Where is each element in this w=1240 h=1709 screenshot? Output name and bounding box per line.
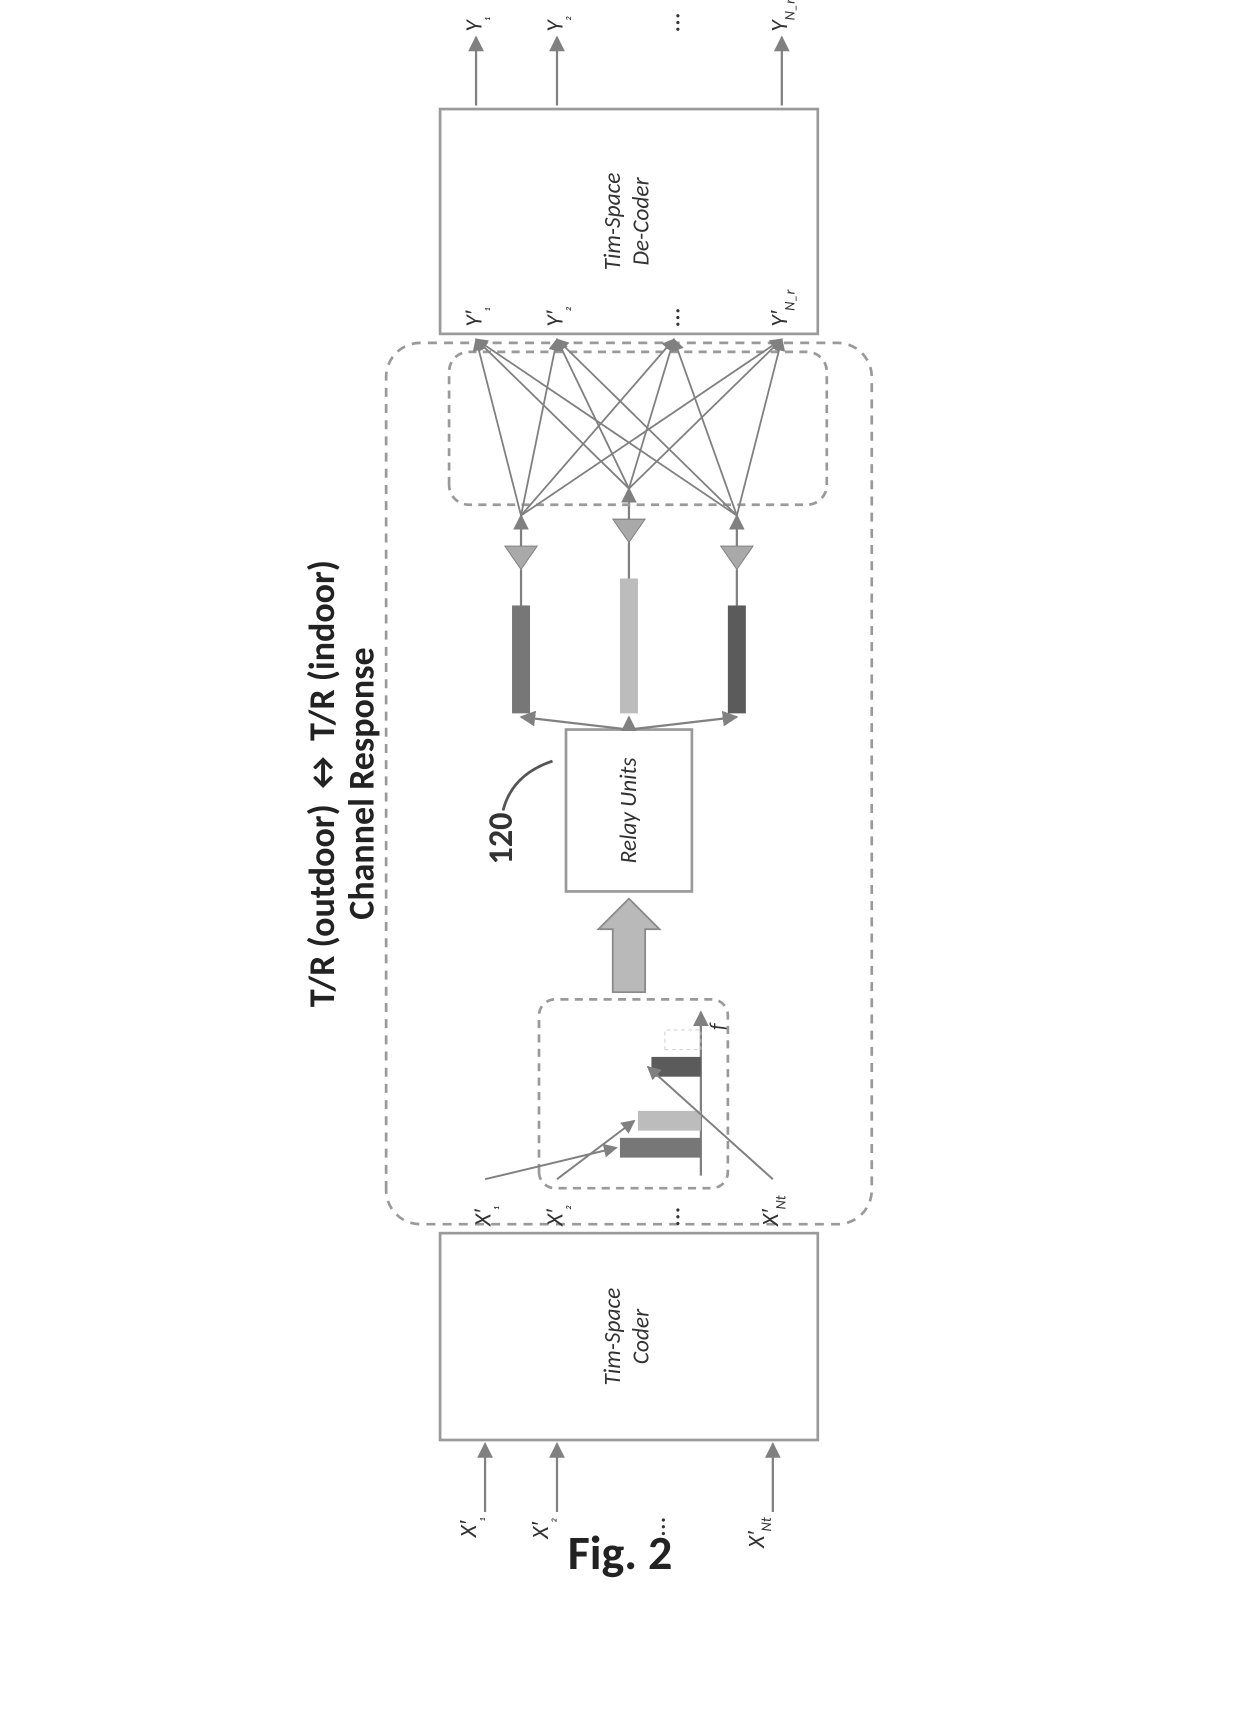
reference-number: 120 <box>480 813 522 865</box>
reference-pointer <box>503 761 552 810</box>
signal-label: Y₁ <box>460 16 492 31</box>
ellipsis: … <box>654 308 687 327</box>
cross-arrow <box>521 339 557 515</box>
signal-label: X′₁ <box>455 1517 487 1539</box>
relay-bar <box>512 605 530 713</box>
scatter-region <box>449 352 827 505</box>
signal-label: X′Nt <box>757 1195 789 1227</box>
antenna-icon <box>721 546 753 569</box>
cross-arrow <box>557 339 737 515</box>
antenna-icon <box>505 546 537 569</box>
channel-caption-line1: T/R (outdoor) ↔ T/R (indoor) <box>300 560 344 1007</box>
relay-to-bar-arrow <box>629 717 737 730</box>
decoder-label-2: De-Coder <box>628 176 656 265</box>
spectrum-bar <box>638 1111 701 1131</box>
coder-label-1: Tim-Space <box>599 1288 627 1386</box>
decoder-label-1: Tim-Space <box>599 173 627 271</box>
ellipsis: … <box>654 13 687 32</box>
signal-label: X′₂ <box>541 1205 573 1227</box>
antenna-icon <box>613 519 645 542</box>
spectrum-bar <box>651 1057 700 1077</box>
freq-axis-label: f <box>703 1022 730 1030</box>
coder-output-signals: X′₁ X′₂ … X′Nt <box>469 1195 789 1227</box>
cross-arrow <box>674 339 737 515</box>
relay-output-antennas <box>505 489 753 714</box>
signal-label: YN_r <box>766 0 798 32</box>
coder-to-bars-arrows <box>485 1067 773 1179</box>
spectrum-bars <box>620 1030 701 1158</box>
relay-label: Relay Units <box>615 758 643 864</box>
relay-bar <box>620 578 638 713</box>
signal-label: X′Nt <box>743 1517 775 1549</box>
signal-label: Y₂ <box>541 15 573 31</box>
broad-arrow <box>598 899 659 993</box>
channel-caption-line2: Channel Response <box>340 647 384 919</box>
relay-bar <box>728 605 746 713</box>
output-signals: Y₁ Y₂ … YN_r <box>460 0 798 105</box>
signal-label: X′₂ <box>527 1517 559 1539</box>
relay-to-bar-arrow <box>521 717 629 730</box>
spectrum-bar <box>620 1138 701 1158</box>
coder-to-bar-arrow <box>485 1148 616 1179</box>
ellipsis: … <box>654 1207 687 1226</box>
relay-to-bars-arrows <box>521 717 737 730</box>
coder-label-2: Coder <box>628 1308 656 1364</box>
signal-label: X′₁ <box>469 1205 501 1227</box>
figure-label: Fig. 2 <box>568 1523 673 1582</box>
spectrum-bar-ghost <box>665 1030 701 1050</box>
